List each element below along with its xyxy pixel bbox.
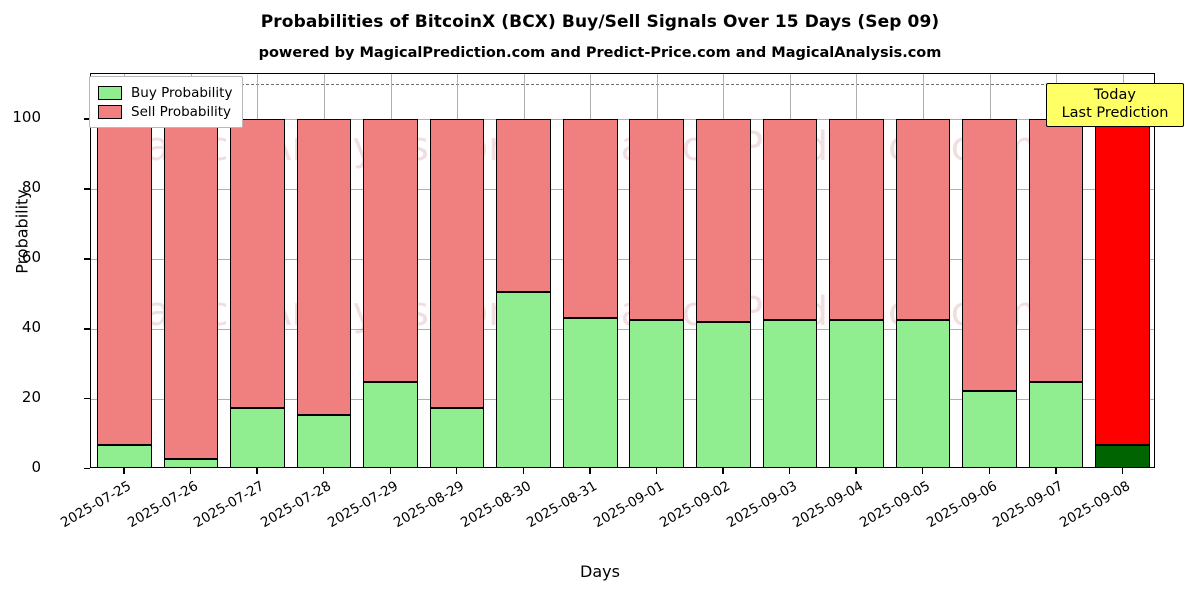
gridline-horizontal [91, 189, 1154, 191]
bar-segment-sell[interactable] [163, 119, 219, 459]
bar-segment-sell[interactable] [696, 119, 751, 323]
x-tick-mark [788, 468, 791, 474]
bar-group[interactable] [829, 74, 884, 467]
x-tick-mark [855, 468, 857, 474]
x-tick-mark [655, 468, 658, 474]
today-annotation: Today Last Prediction [1046, 83, 1184, 128]
bar-segment-buy[interactable] [629, 320, 685, 467]
bar-group[interactable] [562, 74, 618, 467]
y-tick-label: 100 [12, 108, 41, 127]
y-tick-mark [84, 468, 90, 470]
bar-group[interactable] [962, 74, 1017, 467]
bar-segment-sell[interactable] [429, 119, 485, 408]
bar-segment-buy[interactable] [562, 317, 618, 467]
bar-group[interactable] [629, 74, 685, 467]
bar-segment-sell[interactable] [1095, 119, 1150, 445]
bar-segment-sell[interactable] [363, 119, 418, 382]
y-tick-mark [84, 258, 90, 260]
x-tick-mark [1055, 468, 1057, 474]
chart-subtitle: powered by MagicalPrediction.com and Pre… [258, 45, 942, 61]
bar-segment-sell[interactable] [296, 119, 352, 415]
gridline-horizontal [91, 329, 1154, 331]
bar-segment-sell[interactable] [1028, 119, 1084, 382]
x-tick-mark [189, 468, 192, 474]
bar-segment-sell[interactable] [562, 119, 618, 318]
bar-segment-buy[interactable] [762, 320, 818, 467]
bar-segment-buy[interactable] [1095, 444, 1150, 467]
y-tick-label: 40 [21, 318, 41, 337]
bar-segment-buy[interactable] [496, 292, 551, 467]
bar-segment-sell[interactable] [962, 119, 1017, 392]
y-tick-mark [84, 328, 90, 330]
bar-segment-sell[interactable] [496, 119, 551, 293]
gridline-horizontal [91, 119, 1154, 121]
bar-group[interactable] [296, 74, 352, 467]
bar-segment-sell[interactable] [230, 119, 285, 408]
bar-segment-buy[interactable] [895, 320, 951, 467]
bar-group[interactable] [1028, 74, 1084, 467]
bar-segment-buy[interactable] [829, 320, 884, 467]
bar-segment-buy[interactable] [363, 381, 418, 467]
gridline-horizontal [91, 259, 1154, 261]
bar-segment-sell[interactable] [895, 119, 951, 321]
bar-segment-buy[interactable] [962, 391, 1017, 467]
y-tick-label: 80 [21, 178, 41, 197]
bar-group[interactable] [230, 74, 285, 467]
x-tick-mark [322, 468, 325, 474]
bar-group[interactable] [1095, 74, 1150, 467]
legend-item-sell: Sell Probability [98, 102, 232, 121]
bar-segment-buy[interactable] [163, 458, 219, 467]
y-tick-mark [84, 398, 90, 400]
bar-group[interactable] [96, 74, 152, 467]
y-tick-label: 20 [21, 388, 41, 407]
x-axis-label: Days [580, 562, 620, 581]
bar-group[interactable] [496, 74, 551, 467]
bar-segment-sell[interactable] [96, 119, 152, 445]
y-tick-label: 60 [21, 248, 41, 267]
bar-segment-buy[interactable] [296, 414, 352, 467]
legend-label-sell: Sell Probability [131, 103, 232, 120]
legend-item-buy: Buy Probability [98, 83, 232, 102]
x-tick-mark [988, 468, 990, 474]
bar-segment-sell[interactable] [762, 119, 818, 321]
bar-group[interactable] [696, 74, 751, 467]
y-tick-mark [84, 118, 90, 120]
x-tick-mark [256, 468, 258, 474]
bar-segment-buy[interactable] [696, 322, 751, 467]
x-tick-mark [922, 468, 924, 474]
bar-group[interactable] [363, 74, 418, 467]
plot-area: MagicalAnalysis.comMagicalPrediction.com… [90, 73, 1155, 468]
x-tick-mark [123, 468, 125, 474]
x-tick-mark [722, 468, 724, 474]
legend-swatch-sell-icon [98, 104, 122, 119]
y-axis-label: Probability [12, 189, 32, 274]
bar-segment-buy[interactable] [1028, 381, 1084, 467]
x-tick-mark [456, 468, 458, 474]
legend-swatch-buy-icon [98, 85, 122, 100]
x-tick-mark [389, 468, 391, 474]
y-tick-label: 0 [31, 458, 41, 476]
today-annotation-line2: Last Prediction [1061, 104, 1169, 121]
bar-group[interactable] [163, 74, 219, 467]
x-tick-mark [589, 468, 591, 474]
x-tick-mark [522, 468, 525, 474]
x-tick-mark [1121, 468, 1124, 474]
chart-title: Probabilities of BitcoinX (BCX) Buy/Sell… [260, 12, 940, 32]
bar-segment-sell[interactable] [829, 119, 884, 321]
bar-group[interactable] [895, 74, 951, 467]
y-tick-mark [84, 188, 90, 190]
reference-line [91, 84, 1154, 86]
bar-group[interactable] [762, 74, 818, 467]
bar-segment-sell[interactable] [629, 119, 685, 321]
legend-label-buy: Buy Probability [131, 84, 233, 101]
bar-segment-buy[interactable] [429, 407, 485, 467]
today-annotation-line1: Today [1094, 87, 1136, 103]
bar-group[interactable] [429, 74, 485, 467]
legend: Buy Probability Sell Probability [89, 76, 244, 128]
bar-segment-buy[interactable] [230, 407, 285, 467]
bar-segment-buy[interactable] [96, 444, 152, 467]
gridline-horizontal [91, 399, 1154, 401]
